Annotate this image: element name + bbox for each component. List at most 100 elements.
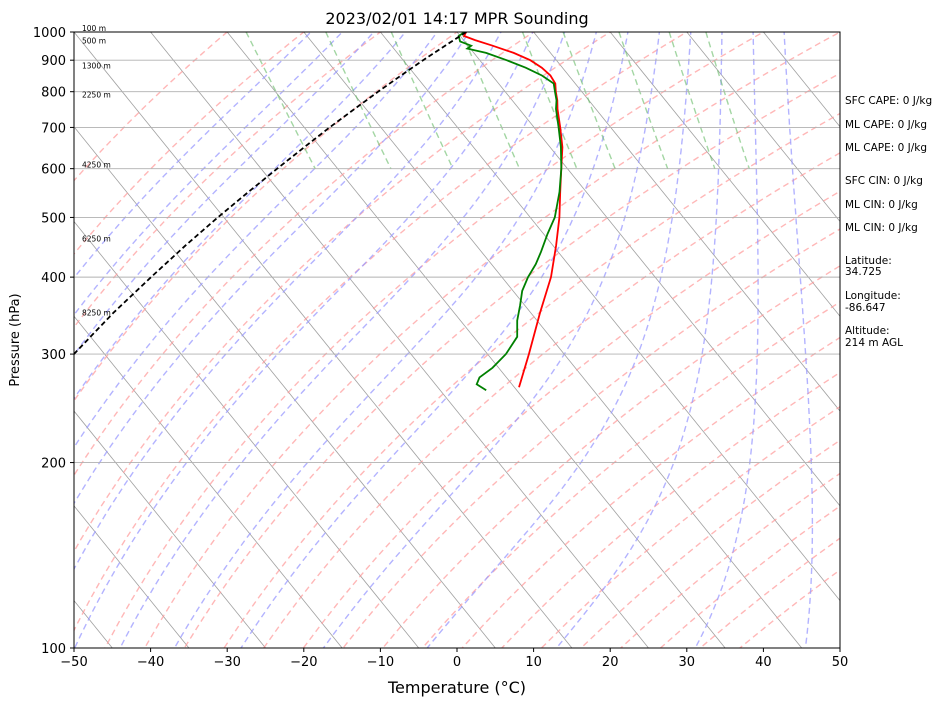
isotherm-line — [303, 32, 803, 648]
mixing-ratio-line — [245, 32, 316, 170]
latitude-value: 34.725 — [845, 266, 882, 278]
moist-adiabat — [74, 32, 470, 505]
plot-frame — [73, 31, 841, 649]
mixing-ratio-line — [562, 32, 616, 169]
x-axis-label: Temperature (°C) — [387, 678, 526, 697]
isotherm-line — [74, 126, 496, 648]
moist-adiabat — [426, 32, 692, 648]
dry-adiabat — [74, 32, 459, 402]
moist-adiabat — [322, 32, 661, 648]
isotherm-line — [226, 32, 726, 648]
x-tick-label: 0 — [453, 655, 461, 670]
mixing-ratio-line — [618, 32, 669, 169]
profile-lines — [74, 32, 564, 392]
dry-adiabat — [144, 32, 840, 648]
y-tick-label: 900 — [41, 54, 66, 69]
height-label: 100 m — [82, 24, 106, 33]
dry-adiabat — [183, 72, 840, 648]
x-tick-label: −40 — [137, 655, 164, 670]
sfc-cape-label: SFC CAPE: 0 J/kg — [845, 95, 932, 107]
chart-title: 2023/02/01 14:17 MPR Sounding — [325, 9, 588, 28]
moist-adiabat — [74, 32, 439, 449]
indices-panel: SFC CAPE: 0 J/kg ML CAPE: 0 J/kg ML CAPE… — [845, 95, 932, 349]
height-label: 6250 m — [82, 235, 111, 244]
altitude-label: Altitude: — [845, 325, 890, 337]
isotherm-line — [906, 19, 946, 662]
altitude-value: 214 m AGL — [845, 337, 903, 349]
dry-adiabat — [421, 301, 840, 648]
x-tick-label: −50 — [60, 655, 87, 670]
x-tick-label: −20 — [290, 655, 317, 670]
dry-adiabat — [74, 32, 229, 182]
isotherm-line — [379, 32, 840, 602]
y-tick-label: 300 — [41, 348, 66, 363]
isotherm-line — [533, 32, 840, 412]
isotherm-line — [74, 505, 190, 648]
dry-adiabat — [501, 371, 840, 648]
y-tick-label: 700 — [41, 121, 66, 136]
moist-adiabat — [74, 32, 407, 400]
ml-cin-label-2: ML CIN: 0 J/kg — [845, 222, 918, 234]
moist-adiabat — [74, 32, 502, 571]
y-axis-label: Pressure (hPa) — [8, 293, 23, 386]
dry-adiabat — [699, 537, 840, 648]
isotherm-line — [686, 32, 840, 223]
height-label: 4250 m — [82, 161, 111, 170]
ml-cin-label: ML CIN: 0 J/kg — [845, 199, 918, 211]
height-label: 1300 m — [82, 61, 111, 70]
isotherm-line — [762, 32, 840, 128]
dry-adiabat — [74, 32, 535, 477]
moist-adiabat — [74, 32, 344, 317]
isotherm-line — [74, 410, 267, 648]
isotherm-line — [150, 32, 650, 648]
x-tick-label: −30 — [213, 655, 240, 670]
x-tick-label: 10 — [525, 655, 542, 670]
x-tick-label: 40 — [755, 655, 772, 670]
moist-adiabat — [119, 32, 566, 648]
x-tick-label: 20 — [602, 655, 619, 670]
mixing-ratio-line — [668, 32, 716, 169]
y-tick-label: 800 — [41, 86, 66, 101]
longitude-label: Longitude: — [845, 290, 901, 302]
dry-adiabat — [342, 228, 840, 648]
dry-adiabat — [223, 112, 840, 648]
isotherm-line — [74, 32, 573, 648]
moist-adiabat — [694, 32, 759, 648]
x-tick-label: 50 — [832, 655, 849, 670]
dry-adiabat — [74, 32, 305, 256]
ml-cape-label-2: ML CAPE: 0 J/kg — [845, 142, 927, 154]
dry-adiabat — [104, 32, 765, 648]
dry-adiabat — [620, 472, 840, 648]
moist-adiabat — [240, 32, 629, 648]
height-label: 2250 m — [82, 90, 111, 99]
background-lines — [74, 19, 946, 662]
moist-adiabat — [173, 32, 598, 648]
height-label: 8250 m — [82, 309, 111, 318]
dry-adiabat — [660, 505, 840, 648]
y-tick-label: 500 — [41, 211, 66, 226]
moist-adiabat — [74, 32, 534, 648]
y-tick-label: 1000 — [33, 26, 66, 41]
parcel-profile-line — [74, 32, 467, 355]
y-tick-label: 100 — [41, 642, 66, 657]
dry-adiabat — [580, 439, 840, 648]
y-tick-label: 200 — [41, 457, 66, 472]
longitude-value: -86.647 — [845, 302, 886, 314]
dry-adiabat — [263, 152, 840, 648]
dewpoint-profile-line — [457, 32, 563, 392]
isotherm-line — [74, 315, 343, 648]
isotherm-line — [609, 32, 840, 317]
latitude-label: Latitude: — [845, 255, 892, 267]
y-tick-label: 400 — [41, 271, 66, 286]
moist-adiabat — [74, 32, 312, 279]
sfc-cin-label: SFC CIN: 0 J/kg — [845, 175, 923, 187]
isotherm-line — [456, 32, 840, 507]
isotherm-line — [74, 220, 420, 648]
temperature-profile-line — [462, 32, 564, 388]
y-axis-ticks: 1000 900 800 700 600 500 400 300 200 100 — [33, 26, 74, 657]
dry-adiabat — [74, 32, 612, 553]
x-axis-ticks: −50 −40 −30 −20 −10 0 10 20 30 40 50 — [60, 648, 848, 670]
ml-cape-label: ML CAPE: 0 J/kg — [845, 119, 927, 131]
height-label: 500 m — [82, 36, 106, 45]
